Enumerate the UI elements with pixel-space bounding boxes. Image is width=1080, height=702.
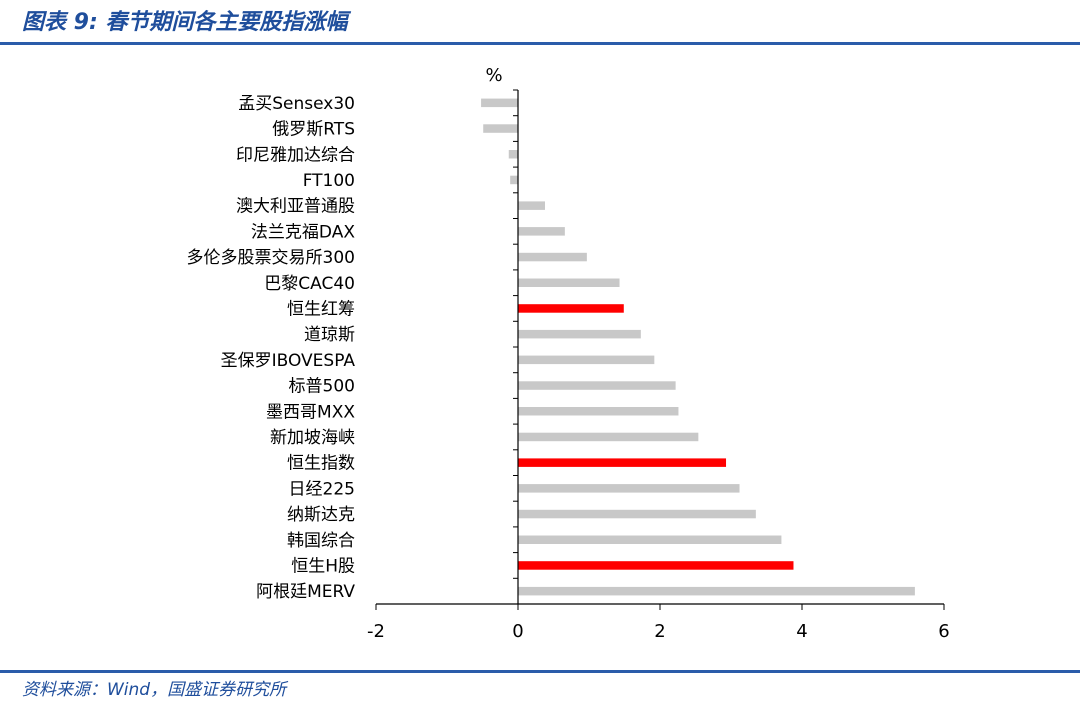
bar-6: [518, 252, 587, 262]
category-label: 巴黎CAC40: [264, 274, 355, 294]
category-label: 道琼斯: [304, 325, 355, 345]
category-label: 法兰克福DAX: [251, 222, 355, 242]
category-label: 标普500: [289, 377, 355, 397]
category-label: 恒生H股: [291, 556, 355, 576]
bar-1: [483, 124, 518, 133]
bar-4: [518, 201, 545, 210]
bar-18: [518, 561, 794, 570]
bar-7: [518, 278, 620, 287]
category-label: 日经225: [289, 479, 355, 499]
category-label: 墨西哥MXX: [266, 402, 355, 422]
category-label: FT100: [303, 171, 355, 191]
bar-9: [518, 329, 641, 339]
bar-3: [510, 175, 518, 185]
bar-0: [481, 98, 518, 108]
footer-divider: [0, 670, 1080, 673]
category-label: 纳斯达克: [287, 505, 355, 525]
category-label: 新加坡海峡: [270, 428, 355, 448]
x-tick-label: 2: [654, 621, 665, 642]
category-label: 恒生指数: [287, 454, 355, 474]
bar-8: [518, 304, 624, 313]
category-label: 澳大利亚普通股: [236, 197, 355, 217]
x-tick-label: 0: [512, 621, 523, 642]
title-divider: [0, 42, 1080, 45]
bar-17: [518, 535, 782, 544]
category-label: 多伦多股票交易所300: [187, 248, 355, 268]
category-label: 印尼雅加达综合: [236, 145, 355, 165]
bar-13: [518, 432, 699, 442]
figure-title: 图表 9: 春节期间各主要股指涨幅: [22, 10, 348, 35]
bar-16: [518, 509, 756, 519]
category-label: 恒生红筹: [287, 299, 355, 319]
category-label: 阿根廷MERV: [256, 582, 355, 602]
bar-14: [518, 458, 727, 467]
source-note: 资料来源：Wind，国盛证券研究所: [22, 680, 287, 700]
bar-10: [518, 355, 655, 365]
category-label: 韩国综合: [287, 531, 355, 551]
bar-11: [518, 381, 676, 390]
bar-19: [518, 586, 915, 596]
category-label: 孟买Sensex30: [238, 94, 355, 114]
x-tick-label: 6: [938, 621, 949, 642]
bar-chart: 孟买Sensex30 俄罗斯RTS 印尼雅加达综合 FT100 澳大利亚普通股法兰克福D…: [187, 65, 950, 642]
x-tick-label: 4: [796, 621, 807, 642]
unit-label: %: [485, 65, 502, 86]
x-tick-label: -2: [367, 621, 385, 642]
bar-12: [518, 407, 679, 416]
bar-2: [508, 150, 518, 159]
category-label: 圣保罗IBOVESPA: [221, 351, 356, 371]
category-label: 俄罗斯RTS: [272, 120, 355, 140]
bar-15: [518, 484, 740, 493]
bar-5: [518, 227, 565, 236]
